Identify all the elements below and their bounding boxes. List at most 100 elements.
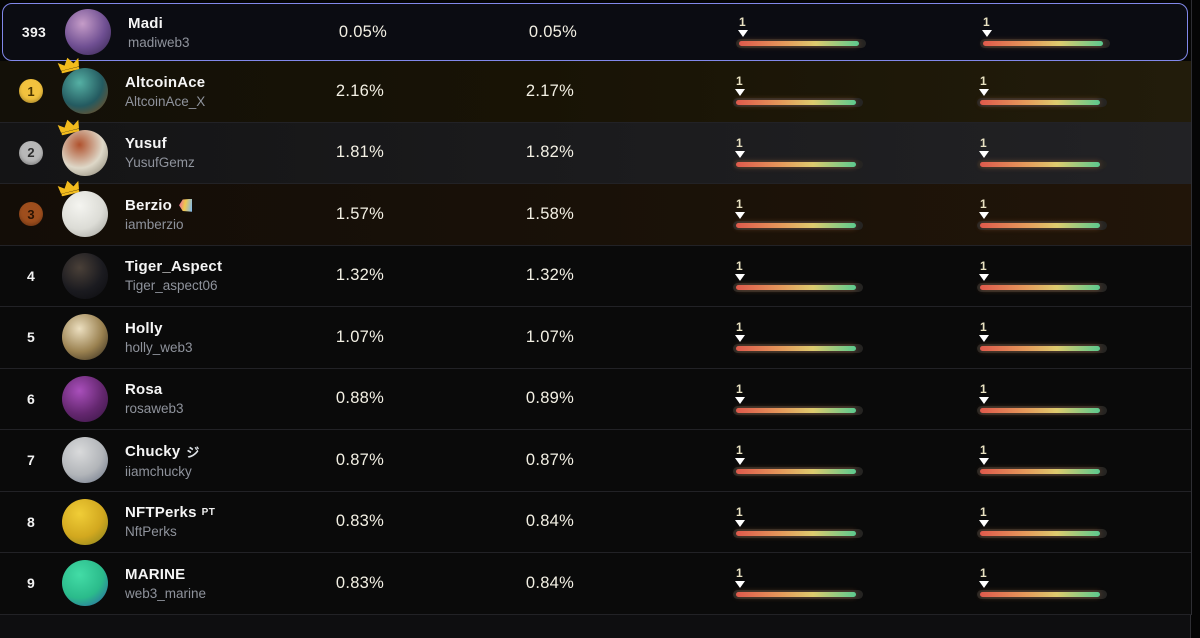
gauge: 1: [977, 505, 1107, 538]
gauge-marker-icon: [735, 335, 745, 343]
user-display-name[interactable]: Yusuf: [125, 135, 167, 153]
user-cell: Rosa rosaweb3: [118, 381, 285, 416]
gauge-track: [977, 221, 1107, 231]
user-handle[interactable]: NftPerks: [125, 524, 177, 540]
user-display-name[interactable]: AltcoinAce: [125, 73, 206, 91]
avatar-cell: [62, 375, 118, 422]
gauge-track: [977, 98, 1107, 108]
trend-gauge-1: 1: [668, 16, 968, 48]
gauge-gradient-line: [980, 469, 1100, 475]
user-cell: Chucky ジ ジ iiamchucky: [118, 442, 285, 479]
avatar[interactable]: [57, 119, 108, 176]
avatar[interactable]: [62, 375, 108, 422]
mindshare-value-1: 0.87%: [335, 450, 385, 469]
user-display-name[interactable]: Rosa: [125, 381, 163, 399]
rank-number: 4: [26, 267, 36, 284]
user-display-name[interactable]: Holly: [125, 319, 163, 337]
user-handle[interactable]: Tiger_aspect06: [125, 278, 218, 294]
table-row[interactable]: 4 4 Tiger_Aspect Tiger_aspect06: [0, 245, 1191, 307]
avatar[interactable]: [57, 181, 108, 238]
gauge-position-label: 1: [736, 258, 743, 273]
avatar[interactable]: [62, 252, 108, 299]
rank-cell: 9 9: [0, 575, 62, 591]
rank-cell: 8 8: [0, 514, 62, 530]
table-row[interactable]: 8 8 NFTPerks PT PT NftPerks 0.83: [0, 491, 1191, 553]
gauge-gradient-line: [736, 284, 856, 290]
table-row[interactable]: 393 393 Madi madiweb3 0.05%: [2, 3, 1188, 61]
gauge-marker-icon: [735, 150, 745, 158]
trend-gauge-2: 1: [965, 567, 1191, 600]
user-handle[interactable]: YusufGemz: [125, 155, 195, 171]
gauge-gradient-line: [980, 284, 1100, 290]
gauge-track: [733, 98, 863, 108]
table-row[interactable]: 6 6 Rosa rosaweb3 0.88% 0.: [0, 368, 1191, 430]
user-display-name[interactable]: MARINE: [125, 565, 186, 583]
avatar[interactable]: [57, 58, 108, 115]
gauge-gradient-line: [736, 469, 856, 475]
gauge-marker-icon: [735, 89, 745, 97]
user-display-name[interactable]: Chucky: [125, 442, 181, 460]
avatar-cell: [62, 498, 118, 545]
gauge-track: [977, 282, 1107, 292]
gauge: 1: [980, 16, 1110, 48]
gauge: 1: [733, 382, 863, 415]
gauge: 1: [733, 567, 863, 600]
gauge-track: [733, 221, 863, 231]
user-display-name[interactable]: Berzio: [125, 196, 173, 214]
user-cell: Tiger_Aspect Tiger_aspect06: [118, 258, 285, 293]
user-display-name[interactable]: Tiger_Aspect: [125, 258, 223, 276]
user-handle[interactable]: iamberzio: [125, 216, 184, 232]
user-handle[interactable]: AltcoinAce_X: [125, 93, 206, 109]
gauge-marker-icon: [979, 335, 989, 343]
trend-gauge-1: 1: [665, 567, 965, 600]
user-display-name[interactable]: NFTPerks: [125, 504, 197, 522]
gauge-gradient-line: [736, 100, 856, 106]
trend-gauge-2: 1: [965, 75, 1191, 108]
user-cell: Holly holly_web3: [118, 320, 285, 355]
table-row[interactable]: 1 1 AltcoinAce AltcoinAce_X 2.: [0, 58, 1191, 123]
next-row-partial: [0, 614, 1191, 638]
user-handle[interactable]: rosaweb3: [125, 401, 184, 417]
table-row[interactable]: 3 3 Berzio 🎏 🎏 iamberzio 1.57%: [0, 181, 1191, 246]
gauge-position-label: 1: [739, 15, 746, 29]
user-handle[interactable]: web3_marine: [125, 585, 207, 601]
mindshare-value-2: 1.07%: [525, 327, 575, 346]
user-handle[interactable]: holly_web3: [125, 339, 193, 355]
trend-gauge-2: 1: [965, 505, 1191, 538]
avatar[interactable]: [62, 437, 108, 484]
user-cell: MARINE web3_marine: [118, 566, 285, 601]
rank-cell: 393 393: [3, 24, 65, 40]
rank-number: 393: [21, 24, 47, 40]
gauge-gradient-line: [980, 407, 1100, 413]
mindshare-value-1: 0.83%: [335, 573, 385, 592]
name-suffix: ジ: [186, 444, 200, 460]
gauge-position-label: 1: [736, 74, 743, 89]
user-display-name[interactable]: Madi: [128, 14, 163, 32]
gauge-gradient-line: [736, 530, 856, 536]
table-row[interactable]: 7 7 Chucky ジ ジ iiamchucky 0.87%: [0, 430, 1191, 492]
table-row[interactable]: 2 2 Yusuf YusufGemz 1.81%: [0, 119, 1191, 184]
avatar[interactable]: [62, 314, 108, 361]
gauge-gradient-line: [736, 407, 856, 413]
rank-cell: 6 6: [0, 391, 62, 407]
gauge-marker-icon: [735, 458, 745, 466]
avatar[interactable]: [62, 498, 108, 545]
gauge-marker-icon: [735, 519, 745, 527]
gauge: 1: [977, 321, 1107, 354]
avatar[interactable]: [62, 560, 108, 607]
avatar[interactable]: [65, 9, 111, 55]
gauge-position-label: 1: [983, 15, 990, 29]
gauge-track: [977, 528, 1107, 538]
mindshare-value-2: 0.84%: [525, 512, 575, 531]
gauge-gradient-line: [980, 346, 1100, 352]
user-cell: Madi madiweb3: [121, 15, 288, 50]
gauge-gradient-line: [736, 592, 856, 598]
mindshare-value-1: 1.07%: [335, 327, 385, 346]
name-suffix-emoji: [179, 198, 193, 212]
user-handle[interactable]: iiamchucky: [125, 463, 192, 479]
name-suffix-caps: PT: [201, 507, 216, 519]
rank-badge: 3: [19, 202, 43, 227]
user-handle[interactable]: madiweb3: [128, 34, 190, 50]
table-row[interactable]: 9 9 MARINE web3_marine 0.83%: [0, 553, 1191, 615]
table-row[interactable]: 5 5 Holly holly_web3 1.07%: [0, 307, 1191, 369]
